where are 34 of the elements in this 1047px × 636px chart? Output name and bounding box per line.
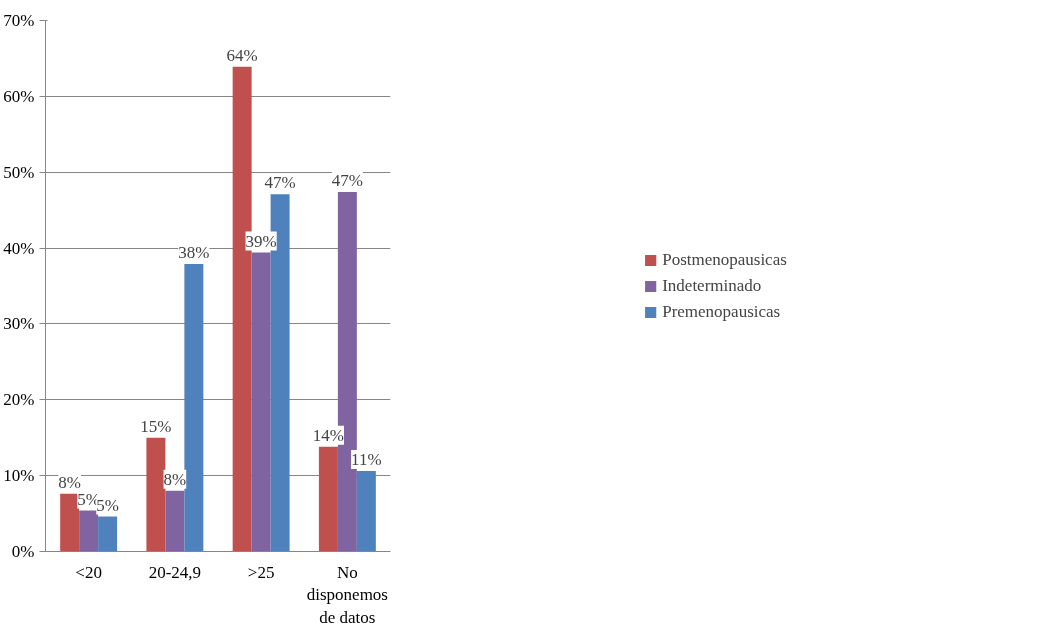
legend-label: Indeterminado — [662, 275, 762, 296]
data-label: 47% — [264, 173, 296, 193]
bar — [79, 510, 99, 552]
y-tick-label: 10% — [3, 466, 35, 486]
bar — [184, 264, 204, 552]
y-tick-label: 70% — [3, 11, 35, 30]
y-tick-label: 20% — [3, 390, 35, 410]
x-tick-label: No disponemos de datos — [306, 562, 388, 628]
bar — [318, 446, 338, 552]
x-tick-label: >25 — [247, 562, 275, 582]
data-label: 14% — [312, 425, 344, 445]
legend-label: Postmenopausicas — [662, 249, 787, 270]
data-label: 8% — [163, 469, 187, 489]
data-label: 38% — [178, 243, 210, 262]
bar — [60, 493, 80, 552]
data-label: 11% — [351, 450, 382, 470]
data-label: 15% — [140, 416, 172, 436]
data-label: 8% — [58, 472, 81, 492]
y-tick-label: 0% — [11, 542, 35, 561]
data-label: 39% — [245, 231, 277, 251]
y-tick-label: 60% — [3, 86, 35, 106]
x-tick-label: 20-24,9 — [148, 562, 202, 582]
bar — [146, 437, 166, 552]
x-tick-label: <20 — [75, 562, 102, 582]
bar — [98, 516, 118, 552]
y-tick-label: 40% — [3, 238, 35, 258]
bar — [165, 490, 185, 552]
data-label: 64% — [226, 45, 258, 65]
legend-label: Premenopausicas — [662, 301, 781, 322]
data-label: 47% — [331, 170, 363, 190]
bar — [251, 252, 271, 552]
y-tick-label: 30% — [3, 314, 35, 334]
bar — [356, 471, 376, 552]
y-tick-label: 50% — [3, 162, 35, 182]
